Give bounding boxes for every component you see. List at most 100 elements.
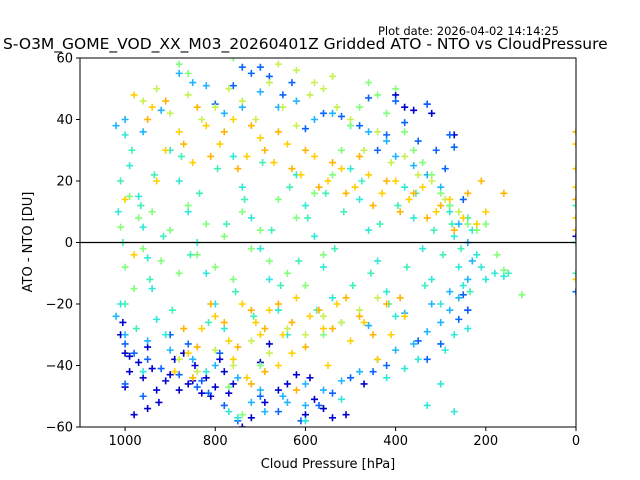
data-point [410,162,418,170]
data-point [128,146,136,154]
data-point [274,128,282,136]
data-point [162,377,170,385]
data-point [202,220,210,228]
data-point [283,325,291,333]
data-point [572,202,576,210]
data-point [347,337,355,345]
data-point [265,349,273,357]
data-point [153,85,161,93]
data-point [243,152,251,160]
data-point [401,365,409,373]
data-point [428,275,436,283]
data-point [504,269,512,277]
data-point [229,362,237,369]
data-point [184,349,192,357]
data-point [457,245,465,253]
data-point [410,340,418,348]
data-point [392,152,400,160]
data-point [241,195,249,203]
data-point [283,398,291,406]
data-point [401,152,409,160]
data-point [392,91,400,99]
data-point [392,346,400,354]
data-point [410,106,418,114]
data-point [220,232,228,240]
data-point [297,171,305,179]
series-1 [121,63,576,425]
data-point [274,362,282,369]
data-point [401,103,409,111]
data-point [477,263,485,271]
data-point [238,97,246,105]
data-point [437,202,445,210]
data-point [265,275,273,283]
data-point [392,97,400,105]
data-point [234,343,242,351]
data-point [238,183,246,191]
data-point [365,322,373,330]
data-point [482,220,490,228]
data-point [189,355,197,363]
data-point [274,195,282,203]
data-point [193,251,201,259]
data-point [247,245,255,253]
data-point [329,414,337,422]
data-point [220,318,228,326]
data-point [491,269,499,277]
data-point [374,128,382,136]
data-point [455,263,463,271]
data-point [365,79,373,87]
data-point [216,140,224,148]
data-point [455,220,463,228]
data-point [184,91,192,99]
data-point [157,257,165,265]
data-point [394,202,402,210]
data-point [347,116,355,123]
data-point [121,116,129,123]
data-point [139,128,147,136]
data-point [324,177,332,185]
data-point [162,146,170,154]
data-point [301,380,309,388]
data-point [319,325,327,333]
data-point [310,116,318,123]
data-point [423,328,431,336]
data-point [229,152,237,160]
data-point [238,411,246,419]
data-point [333,300,341,308]
data-point [166,226,174,234]
data-point [126,192,134,200]
data-point [292,66,300,74]
data-point [162,331,170,339]
data-point [229,355,237,363]
data-point [223,220,231,228]
data-point [464,275,472,283]
data-point [186,251,194,259]
data-point [238,300,246,308]
data-point [139,245,147,253]
x-axis-label: Cloud Pressure [hPa] [261,457,396,472]
data-point [279,91,287,99]
data-point [450,143,458,151]
data-point [214,165,222,173]
data-point [238,208,246,216]
data-point [310,189,318,197]
data-point [225,383,233,391]
data-point [383,300,391,308]
data-point [414,337,422,345]
data-point [247,337,255,345]
data-point [153,386,161,394]
data-point [198,116,206,123]
data-point [250,312,258,320]
data-point [383,131,391,139]
data-point [329,109,337,117]
data-point [175,269,183,277]
data-point [247,122,255,130]
data-point [283,269,291,277]
series-6 [139,60,463,376]
data-point [211,312,219,320]
data-point [315,401,323,409]
data-point [432,208,440,216]
data-point [119,318,127,326]
